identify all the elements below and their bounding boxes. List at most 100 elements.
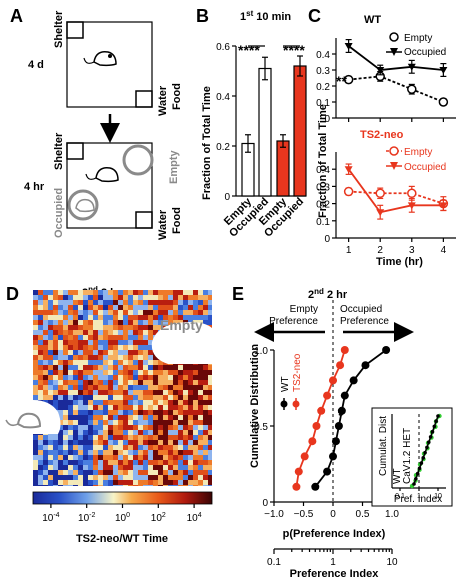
heatmap-cell xyxy=(88,395,93,400)
heatmap-cell xyxy=(143,400,148,405)
heatmap-cell xyxy=(193,460,198,465)
heatmap-cell xyxy=(168,295,173,300)
heatmap-cell xyxy=(73,295,78,300)
heatmap-cell xyxy=(103,440,108,445)
heatmap-cell xyxy=(93,315,98,320)
heatmap-cell xyxy=(58,400,63,405)
heatmap-cell xyxy=(43,300,48,305)
y-tick-label: 0.1 xyxy=(316,217,330,228)
heatmap-cell xyxy=(188,410,193,415)
heatmap-cell xyxy=(78,480,83,485)
heatmap-cell xyxy=(63,315,68,320)
heatmap-cell xyxy=(133,425,138,430)
heatmap-cell xyxy=(158,370,163,375)
heatmap-cell xyxy=(118,300,123,305)
heatmap-cell xyxy=(123,410,128,415)
heatmap-cell xyxy=(63,370,68,375)
series-line xyxy=(348,190,444,205)
heatmap-cell xyxy=(103,425,108,430)
heatmap-cell xyxy=(173,395,178,400)
data-point xyxy=(292,482,301,491)
heatmap-cell xyxy=(203,420,208,425)
data-point xyxy=(334,422,343,430)
data-point xyxy=(407,84,417,94)
heatmap-cell xyxy=(138,435,143,440)
heatmap-cell xyxy=(123,415,128,420)
heatmap-cell xyxy=(88,345,93,350)
data-point xyxy=(336,361,345,370)
heatmap-cell xyxy=(58,440,63,445)
heatmap-cell xyxy=(63,320,68,325)
heatmap-cell xyxy=(138,320,143,325)
heatmap-cell xyxy=(73,290,78,295)
heatmap-cell xyxy=(153,445,158,450)
heatmap-cell xyxy=(198,480,203,485)
heatmap-cell xyxy=(43,420,48,425)
heatmap-cell xyxy=(173,475,178,480)
heatmap-cell xyxy=(58,445,63,450)
heatmap-cell xyxy=(108,385,113,390)
heatmap-cell xyxy=(203,460,208,465)
heatmap-cell xyxy=(48,435,53,440)
heatmap-cell xyxy=(133,450,138,455)
heatmap-cell xyxy=(133,355,138,360)
heatmap-cell xyxy=(68,300,73,305)
heatmap-cell xyxy=(203,430,208,435)
data-point xyxy=(439,67,448,74)
heatmap-cell xyxy=(38,455,43,460)
heatmap-cell xyxy=(58,320,63,325)
heatmap-cell xyxy=(148,345,153,350)
colorbar-tick-label: 10-2 xyxy=(78,512,95,524)
heatmap-cell xyxy=(43,450,48,455)
heatmap-cell xyxy=(43,305,48,310)
heatmap-cell xyxy=(148,435,153,440)
heatmap-cell xyxy=(48,475,53,480)
heatmap-cell xyxy=(113,370,118,375)
heatmap-cell xyxy=(88,365,93,370)
heatmap-cell xyxy=(208,480,212,485)
heatmap-cell xyxy=(208,435,212,440)
heatmap-cell xyxy=(93,305,98,310)
heatmap-cell xyxy=(48,440,53,445)
heatmap-cell xyxy=(198,390,203,395)
heatmap-cell xyxy=(193,350,198,355)
heatmap-cell xyxy=(113,420,118,425)
heatmap-cell xyxy=(113,440,118,445)
heatmap-cell xyxy=(73,455,78,460)
heatmap-cell xyxy=(83,420,88,425)
heatmap-cell xyxy=(123,470,128,475)
heatmap-cell xyxy=(198,340,203,345)
heatmap-cell xyxy=(128,295,133,300)
heatmap-cell xyxy=(193,465,198,470)
heatmap-cell xyxy=(193,300,198,305)
heatmap-cell xyxy=(163,350,168,355)
heatmap-cell xyxy=(118,480,123,485)
heatmap-cell xyxy=(98,290,103,295)
heatmap-cell xyxy=(153,310,158,315)
panel-e-title: 2nd 2 hr xyxy=(308,287,348,301)
data-point xyxy=(344,43,353,50)
heatmap-cell xyxy=(198,450,203,455)
heatmap-cell xyxy=(153,330,158,335)
heatmap-cell xyxy=(68,480,73,485)
heatmap-cell xyxy=(78,470,83,475)
heatmap-cell xyxy=(78,465,83,470)
heatmap-cell xyxy=(103,355,108,360)
heatmap-cell xyxy=(123,460,128,465)
heatmap-cell xyxy=(48,345,53,350)
heatmap-cell xyxy=(203,370,208,375)
heatmap-cell xyxy=(58,345,63,350)
heatmap-cell xyxy=(103,375,108,380)
heatmap-cell xyxy=(203,475,208,480)
heatmap-cell xyxy=(83,295,88,300)
heatmap-cell xyxy=(128,335,133,340)
heatmap-cell xyxy=(103,295,108,300)
heatmap-cell xyxy=(38,470,43,475)
heatmap-cell xyxy=(173,300,178,305)
heatmap-cell xyxy=(68,345,73,350)
heatmap-cell xyxy=(88,385,93,390)
heatmap-cell xyxy=(208,310,212,315)
occupied-cup xyxy=(67,189,99,221)
x-tick-label: 0.5 xyxy=(356,509,370,520)
